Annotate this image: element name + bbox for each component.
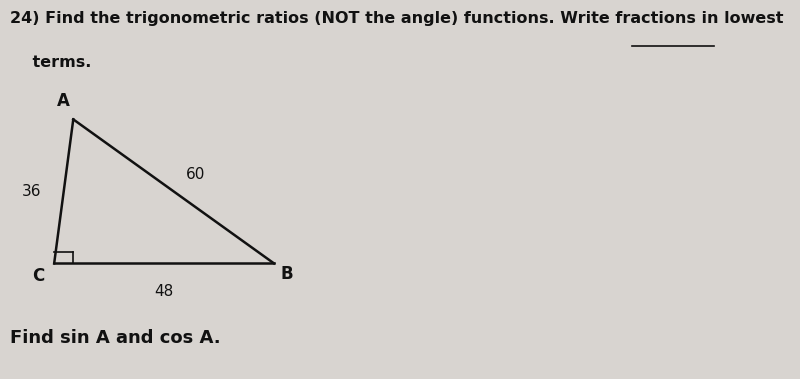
Text: 24) Find the trigonometric ratios (NOT the angle) functions. Write fractions in : 24) Find the trigonometric ratios (NOT t…	[10, 11, 783, 27]
Text: terms.: terms.	[10, 55, 91, 70]
Text: 60: 60	[186, 167, 206, 182]
Text: Find sin A and cos A.: Find sin A and cos A.	[10, 329, 220, 347]
Text: A: A	[58, 92, 70, 110]
Text: B: B	[280, 265, 293, 283]
Text: C: C	[32, 267, 45, 285]
Text: 36: 36	[22, 184, 42, 199]
Text: 48: 48	[154, 284, 174, 299]
